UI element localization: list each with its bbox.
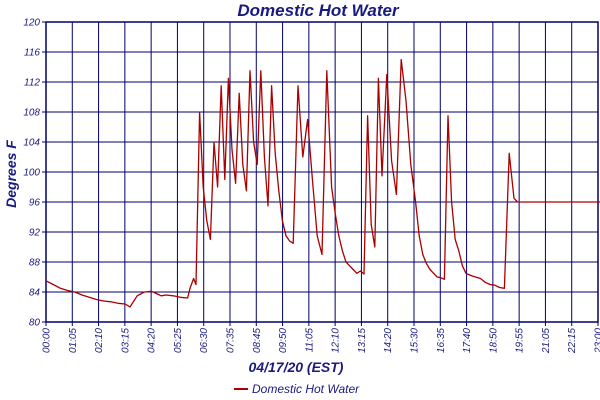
- x-tick-label: 05:25: [173, 328, 184, 353]
- series-line: [45, 58, 600, 308]
- x-tick-label: 08:45: [252, 328, 263, 353]
- y-tick-label: 80: [29, 318, 41, 329]
- x-tick-label: 23:00: [594, 328, 600, 354]
- x-axis-label: 04/17/20 (EST): [249, 359, 344, 375]
- x-tick-label: 01:05: [68, 328, 79, 353]
- y-tick-label: 108: [23, 108, 40, 119]
- x-tick-label: 13:15: [357, 328, 368, 353]
- x-tick-label: 15:30: [410, 328, 421, 353]
- x-tick-label: 07:35: [226, 328, 237, 353]
- x-tick-label: 12:10: [331, 328, 342, 353]
- y-tick-label: 96: [29, 198, 41, 209]
- y-tick-label: 100: [23, 168, 40, 179]
- x-tick-label: 16:35: [436, 328, 447, 353]
- chart-title: Domestic Hot Water: [237, 1, 400, 20]
- legend: Domestic Hot Water: [234, 382, 360, 396]
- y-tick-labels: 120 116 112 108 104 100 96 92 88 84 80: [23, 18, 46, 329]
- y-tick-label: 84: [29, 288, 41, 299]
- x-tick-label: 11:05: [304, 328, 315, 353]
- x-tick-label: 18:50: [488, 328, 499, 353]
- grid: [45, 21, 599, 323]
- x-tick-labels: 00:00 01:05 02:10 03:15 04:20 05:25 06:30 07:35…: [42, 322, 600, 354]
- x-tick-label: 02:10: [94, 328, 105, 353]
- y-tick-label: 88: [29, 258, 41, 269]
- x-tick-label: 21:05: [541, 328, 552, 354]
- x-tick-label: 06:30: [199, 328, 210, 353]
- series-group: [45, 58, 600, 308]
- x-tick-label: 19:55: [515, 328, 526, 353]
- y-tick-label: 112: [24, 78, 40, 89]
- x-tick-label: 03:15: [120, 328, 131, 353]
- legend-label: Domestic Hot Water: [252, 382, 360, 396]
- x-tick-label: 04:20: [147, 328, 158, 353]
- y-tick-label: 104: [23, 138, 40, 149]
- y-axis-label: Degrees F: [3, 140, 19, 208]
- y-tick-label: 92: [29, 228, 41, 239]
- x-tick-label: 14:20: [383, 328, 394, 353]
- x-tick-label: 17:40: [462, 328, 473, 353]
- x-tick-label: 00:00: [42, 328, 53, 353]
- y-tick-label: 116: [24, 48, 40, 59]
- x-tick-label: 22:15: [567, 328, 578, 354]
- x-tick-label: 09:50: [278, 328, 289, 353]
- y-tick-label: 120: [23, 18, 40, 29]
